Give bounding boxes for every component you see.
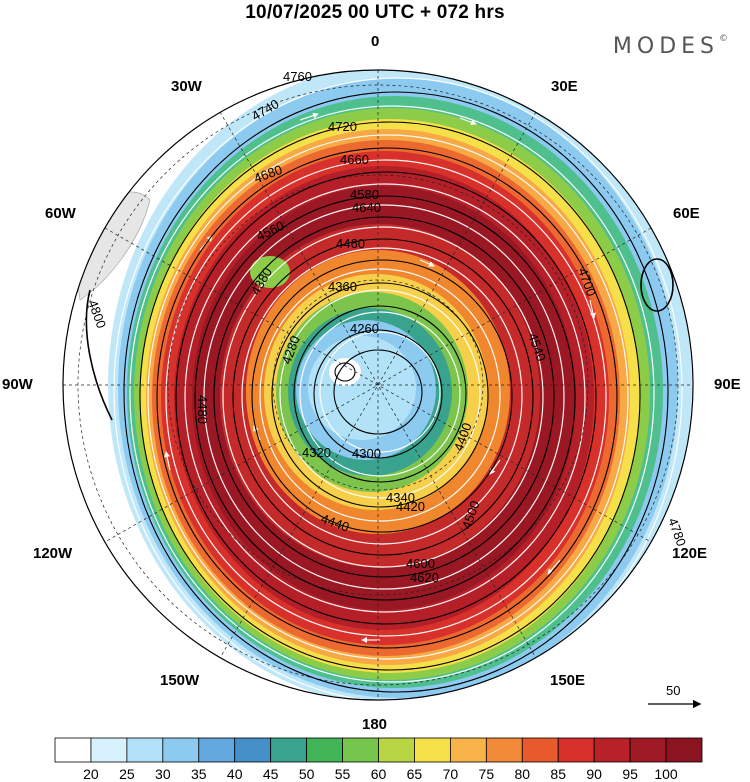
colorbar-tick-label: 50 [298,766,315,782]
colorbar-swatch [521,737,559,763]
contour-label: 4420 [396,499,425,514]
colorbar-tick-label: 65 [406,766,423,782]
contour-label: 4460 [336,236,365,251]
contour-label: 4660 [340,152,369,167]
colorbar-swatch [126,737,164,763]
lon-label-120e: 120E [672,545,708,562]
contour-label: 4480 [195,395,210,424]
colorbar-swatch [485,737,523,763]
colorbar-swatch [378,737,415,763]
contour-labels: 4760 4740 4720 4700 4680 4660 4640 4620 … [85,69,689,585]
contour-label: 4720 [328,119,357,134]
brand-name: MODES [612,34,719,59]
colorbar-swatch [54,737,92,763]
brand-logo: MODES© [613,34,728,59]
contour-label: 4260 [350,321,379,336]
colorbar-swatch [198,737,236,763]
contour-label: 4640 [352,200,381,215]
contour-label: 4620 [410,570,439,585]
lon-label-180: 180 [362,716,388,733]
colorbar-tick-label: 90 [586,766,602,782]
colorbar-tick-label: 100 [654,766,678,782]
colorbar-swatch [270,737,308,763]
lon-label-30e: 30E [551,78,578,95]
colorbar-tick-label: 20 [83,766,99,782]
lon-label-150e: 150E [550,672,586,689]
lon-label-60e: 60E [673,205,700,222]
colorbar-tick-label: 80 [514,766,531,782]
lon-label-30w: 30W [171,78,202,95]
lon-label-120w: 120W [33,545,73,562]
contour-label: 4340 [386,490,415,505]
colorbar-tick-label: 25 [119,766,135,782]
colorbar-tick-label: 55 [334,766,351,782]
colorbar-tick-label: 45 [262,766,279,782]
colorbar [54,737,703,763]
map-field [63,70,693,700]
height-contours [85,91,674,693]
contour-label: 4580 [350,187,379,202]
colorbar-swatch [162,737,200,763]
streamlines [113,77,683,700]
contour-label: 4360 [328,279,357,294]
copyright-mark: © [719,34,728,44]
colorbar-swatch [449,737,487,763]
colorbar-tick-label: 95 [622,766,638,782]
colorbar-swatch [90,737,128,763]
colorbar-tick-label: 30 [155,766,171,782]
contour-label: 4320 [302,445,331,460]
colorbar-tick-label: 85 [550,766,566,782]
colorbar-tick-label: 75 [478,766,495,782]
map-title: 10/07/2025 00 UTC + 072 hrs [245,2,505,23]
contour-label: 4760 [283,69,312,84]
colorbar-swatch [414,737,451,763]
colorbar-tick-label: 35 [190,766,207,782]
lon-label-0: 0 [371,33,380,50]
colorbar-tick-label: 60 [370,766,387,782]
lon-label-150w: 150W [160,672,200,689]
lon-label-60w: 60W [45,205,76,222]
colorbar-swatch [342,737,379,763]
colorbar-swatch [234,737,272,763]
contour-label: 4300 [352,446,381,461]
colorbar-tick-label: 70 [442,766,459,782]
colorbar-swatch [306,737,343,763]
contour-label: 4780 [665,516,689,548]
graticule [63,70,693,700]
lon-label-90e: 90E [714,376,741,393]
colorbar-swatch [665,737,703,763]
colorbar-swatch [629,737,667,763]
colorbar-swatch [557,737,595,763]
colorbar-swatch [593,737,631,763]
lon-label-90w: 90W [2,376,33,393]
contour-label: 4600 [406,556,435,571]
reference-vector-label: 50 [666,683,681,698]
colorbar-tick-label: 40 [226,766,243,782]
map-boundary [62,69,694,701]
